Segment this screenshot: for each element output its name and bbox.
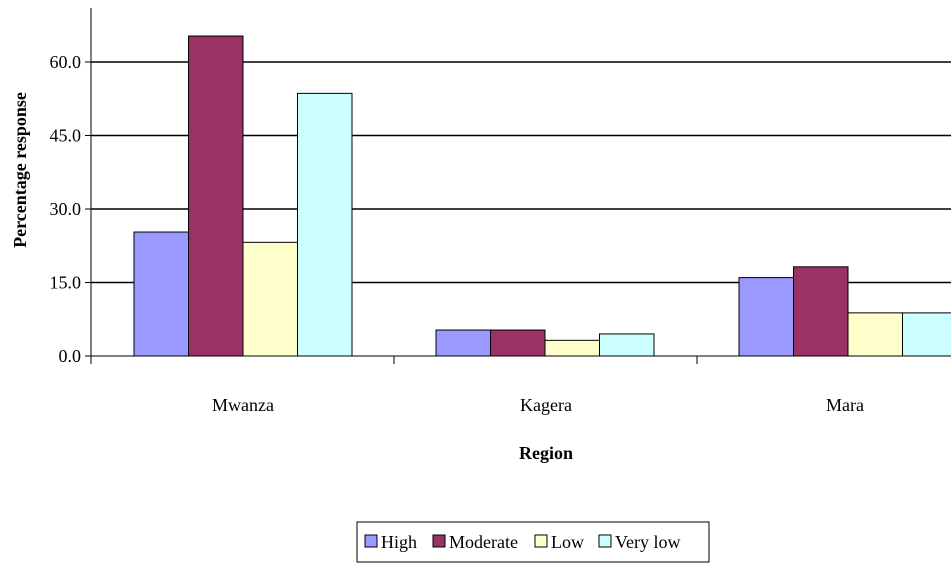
bar-kagera-moderate	[490, 329, 546, 357]
bar-mara-very-low	[902, 312, 951, 357]
y-ticks: 0.0 15.0 30.0 45.0 60.0	[50, 52, 91, 366]
y-tick-label: 30.0	[50, 199, 82, 219]
bar-mwanza-low	[242, 241, 298, 357]
legend-swatch	[598, 534, 612, 548]
y-tick-label: 15.0	[50, 273, 82, 293]
y-tick-label: 45.0	[50, 126, 82, 146]
y-axis-title: Percentage response	[10, 92, 30, 248]
x-tick-label: Kagera	[520, 395, 572, 415]
x-tick-label: Mara	[826, 395, 864, 415]
bar-mwanza-moderate	[188, 35, 244, 357]
y-tick-label: 0.0	[59, 346, 82, 366]
axes	[90, 8, 951, 357]
legend-box	[356, 521, 710, 563]
legend-label: Very low	[615, 532, 681, 552]
bar-mara-moderate	[793, 266, 849, 357]
legend-label: High	[381, 532, 417, 552]
legend-swatch	[432, 534, 446, 548]
bar-mara-high	[738, 277, 794, 357]
bar-mara-low	[847, 312, 903, 357]
bar-kagera-low	[544, 339, 600, 357]
x-axis-title: Region	[519, 443, 573, 463]
x-ticks: Mwanza Kagera Mara	[90, 356, 864, 415]
bar-kagera-very-low	[599, 333, 655, 357]
bar-mwanza-high	[133, 231, 189, 357]
legend-label: Moderate	[449, 532, 518, 552]
x-tick-label: Mwanza	[212, 395, 274, 415]
legend-swatch	[534, 534, 548, 548]
bar-kagera-high	[435, 329, 491, 357]
y-tick-label: 60.0	[50, 52, 82, 72]
bar-mwanza-very-low	[297, 92, 353, 357]
legend-swatch	[364, 534, 378, 548]
legend-label: Low	[551, 532, 584, 552]
legend: High Moderate Low Very low	[356, 521, 710, 563]
bars	[133, 35, 951, 357]
